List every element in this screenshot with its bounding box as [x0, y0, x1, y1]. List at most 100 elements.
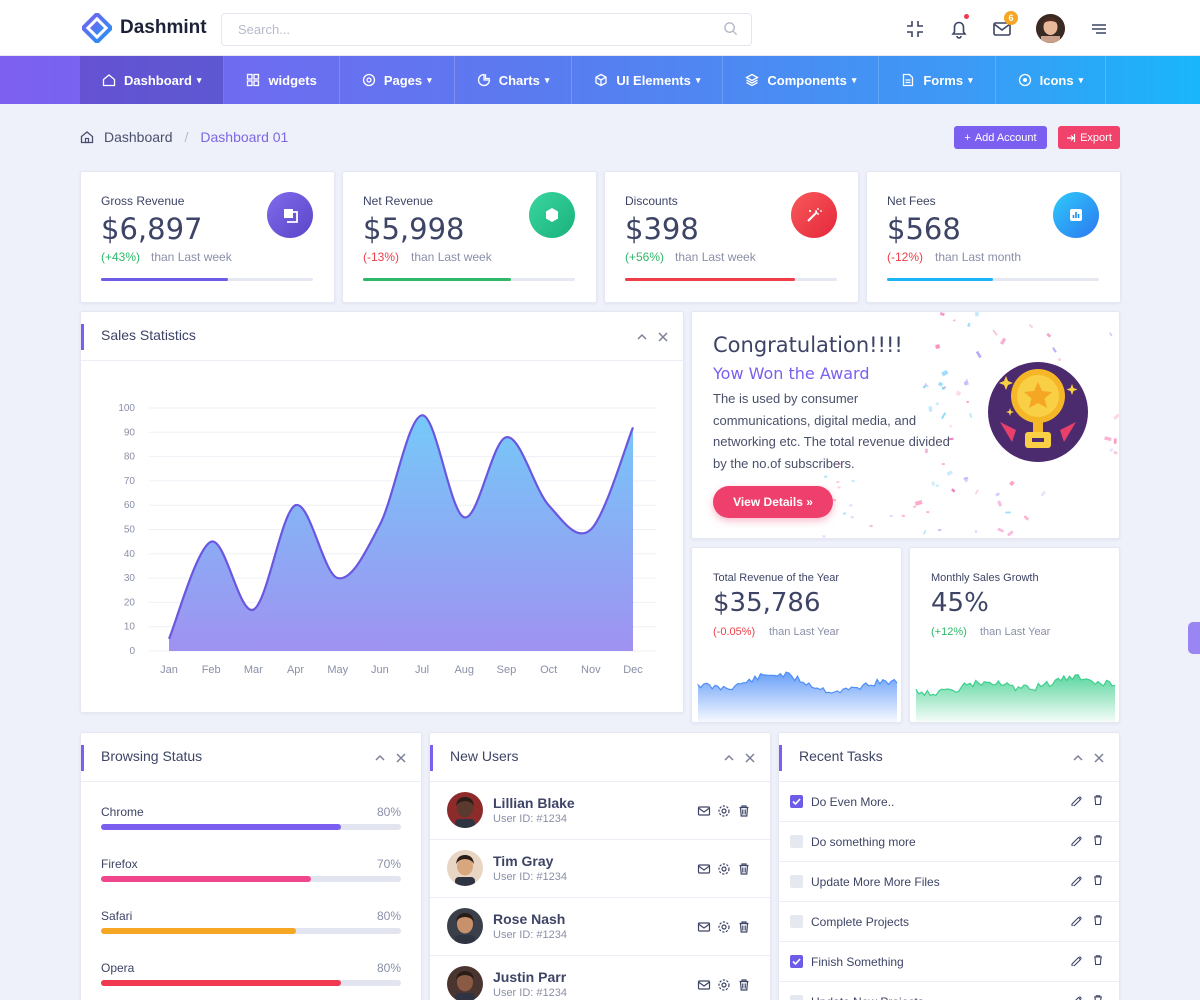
- mail-icon[interactable]: [697, 978, 711, 992]
- user-avatar[interactable]: [447, 792, 483, 828]
- trash-icon[interactable]: [1092, 914, 1104, 926]
- confetti-piece: [924, 382, 929, 388]
- close-icon[interactable]: [745, 752, 755, 766]
- data-point-feb[interactable]: [209, 540, 213, 544]
- task-checkbox[interactable]: [790, 995, 803, 1000]
- user-name[interactable]: Justin Parr: [493, 969, 567, 985]
- collapse-icon[interactable]: [724, 752, 734, 766]
- user-name[interactable]: Tim Gray: [493, 853, 554, 869]
- task-checkbox[interactable]: [790, 795, 803, 808]
- stat-change: (-12%): [887, 250, 924, 264]
- edit-icon[interactable]: [1070, 994, 1082, 1000]
- close-icon[interactable]: [1094, 752, 1104, 766]
- nav-item-dashboard[interactable]: Dashboard ▾: [80, 56, 225, 104]
- task-row: Do something more: [779, 822, 1119, 862]
- trash-icon[interactable]: [737, 804, 751, 818]
- nav-item-forms[interactable]: Forms ▾: [879, 56, 996, 104]
- x-tick-label: Dec: [623, 664, 643, 676]
- mini-stat-card-1: Total Revenue of the Year $35,786 (-0.05%)…: [691, 547, 902, 723]
- task-checkbox[interactable]: [790, 915, 803, 928]
- nav-item-charts[interactable]: Charts ▾: [455, 56, 573, 104]
- home-icon[interactable]: [80, 130, 94, 144]
- confetti-piece: [1109, 332, 1113, 337]
- data-point-sep[interactable]: [504, 435, 508, 439]
- confetti-decoration: [822, 312, 1119, 538]
- avatar[interactable]: [1036, 14, 1065, 43]
- mail-icon[interactable]: [697, 804, 711, 818]
- data-point-jun[interactable]: [378, 523, 382, 527]
- mail-icon[interactable]: [697, 920, 711, 934]
- edit-icon[interactable]: [1070, 954, 1082, 966]
- settings-side-tab[interactable]: [1188, 622, 1200, 654]
- user-avatar[interactable]: [447, 966, 483, 1000]
- collapse-icon[interactable]: [1073, 752, 1083, 766]
- close-icon[interactable]: [396, 752, 406, 766]
- user-avatar[interactable]: [447, 908, 483, 944]
- user-name[interactable]: Lillian Blake: [493, 795, 575, 811]
- task-checkbox[interactable]: [790, 875, 803, 888]
- nav-item-icons[interactable]: Icons ▾: [996, 56, 1107, 104]
- edit-icon[interactable]: [1070, 834, 1082, 846]
- view-details-button[interactable]: View Details »: [713, 486, 833, 518]
- new-users-card: New Users Lillian Blake User ID: #1234 Tim…: [429, 732, 771, 1000]
- export-button[interactable]: Export: [1058, 126, 1120, 149]
- confetti-piece: [948, 437, 954, 441]
- edit-icon[interactable]: [1070, 874, 1082, 886]
- trash-icon[interactable]: [737, 920, 751, 934]
- add-account-label: Add Account: [974, 131, 1037, 144]
- compress-icon[interactable]: [904, 18, 926, 40]
- data-point-mar[interactable]: [251, 608, 255, 612]
- data-point-may[interactable]: [336, 576, 340, 580]
- breadcrumb: Dashboard / Dashboard 01: [80, 129, 288, 145]
- stat-card-gross-revenue: Gross Revenue $6,897 (+43%) than Last week: [80, 171, 335, 303]
- browser-progress-fill: [101, 824, 341, 830]
- gear-icon[interactable]: [717, 920, 731, 934]
- trash-icon[interactable]: [737, 862, 751, 876]
- gear-icon[interactable]: [717, 804, 731, 818]
- gear-icon[interactable]: [717, 978, 731, 992]
- data-point-dec[interactable]: [631, 425, 635, 429]
- mini-stat-sub: than Last Year: [769, 626, 840, 638]
- trash-icon[interactable]: [1092, 874, 1104, 886]
- data-point-nov[interactable]: [589, 528, 593, 532]
- trash-icon[interactable]: [1092, 994, 1104, 1000]
- user-avatar[interactable]: [447, 850, 483, 886]
- breadcrumb-home[interactable]: Dashboard: [104, 129, 173, 145]
- logo[interactable]: Dashmint: [82, 13, 207, 43]
- collapse-icon[interactable]: [375, 752, 385, 766]
- nav-item-widgets[interactable]: widgets: [224, 56, 340, 104]
- trash-icon[interactable]: [1092, 954, 1104, 966]
- y-tick-label: 70: [124, 476, 136, 487]
- nav-item-ui-elements[interactable]: UI Elements ▾: [572, 56, 724, 104]
- search-icon[interactable]: [723, 21, 738, 36]
- mail-icon[interactable]: [991, 18, 1013, 40]
- task-checkbox[interactable]: [790, 835, 803, 848]
- x-tick-label: Jul: [415, 664, 429, 676]
- trash-icon[interactable]: [1092, 794, 1104, 806]
- nav-item-pages[interactable]: Pages ▾: [340, 56, 455, 104]
- menu-icon[interactable]: [1088, 18, 1110, 40]
- data-point-apr[interactable]: [294, 503, 298, 507]
- user-name[interactable]: Rose Nash: [493, 911, 566, 927]
- nav-item-components[interactable]: Components ▾: [723, 56, 880, 104]
- search-input[interactable]: [221, 13, 752, 46]
- confetti-piece: [850, 516, 854, 519]
- trash-icon[interactable]: [737, 978, 751, 992]
- bell-icon[interactable]: [948, 18, 970, 40]
- collapse-icon[interactable]: [637, 331, 647, 345]
- close-icon[interactable]: [658, 331, 668, 345]
- confetti-piece: [869, 525, 873, 528]
- edit-icon[interactable]: [1070, 914, 1082, 926]
- add-account-button[interactable]: + Add Account: [954, 126, 1047, 149]
- data-point-oct[interactable]: [547, 503, 551, 507]
- data-point-jul[interactable]: [420, 413, 424, 417]
- nav-label: Icons: [1039, 72, 1074, 88]
- edit-icon[interactable]: [1070, 794, 1082, 806]
- task-checkbox[interactable]: [790, 955, 803, 968]
- data-point-jan[interactable]: [167, 637, 171, 641]
- trash-icon[interactable]: [1092, 834, 1104, 846]
- gear-icon[interactable]: [717, 862, 731, 876]
- data-point-aug[interactable]: [462, 515, 466, 519]
- task-label: Finish Something: [811, 955, 904, 969]
- mail-icon[interactable]: [697, 862, 711, 876]
